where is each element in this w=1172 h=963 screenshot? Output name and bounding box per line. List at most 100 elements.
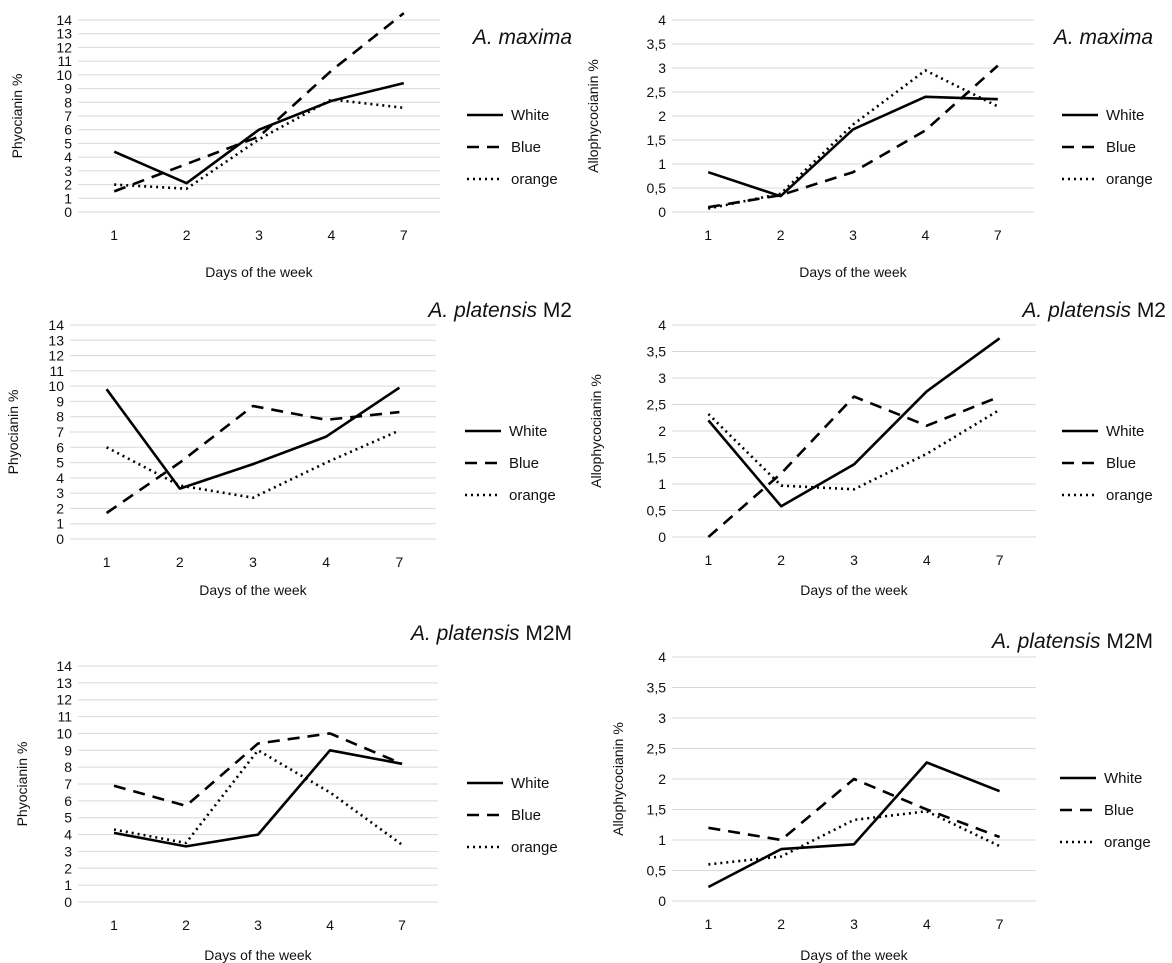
x-axis-label: Days of the week [204, 947, 312, 963]
x-tick-label: 2 [777, 916, 785, 932]
series-line-blue [708, 777, 1001, 842]
x-tick-label: 1 [705, 552, 713, 568]
legend-label-white: White [509, 423, 547, 440]
y-tick-label: 0,5 [647, 503, 667, 519]
legend-label-blue: Blue [511, 807, 541, 824]
y-tick-label: 3 [64, 163, 72, 179]
y-tick-label: 7 [56, 424, 64, 440]
series-line-orange [707, 408, 1001, 491]
y-tick-label: 7 [64, 776, 72, 792]
y-tick-label: 3,5 [647, 36, 667, 52]
chart-title: A. platensis M2M [990, 630, 1153, 653]
series-line-blue [707, 395, 1001, 538]
y-tick-label: 13 [48, 332, 64, 348]
y-tick-label: 9 [64, 742, 72, 758]
y-tick-label: 13 [56, 675, 72, 691]
chart-panel-4: 0 0,5 1 1,5 2 2,5 3 3,5 4 1 2 3 4 7 Days of the week Al… [588, 299, 1166, 598]
y-tick-label: 3 [658, 710, 666, 726]
x-tick-label: 7 [996, 552, 1004, 568]
chart-panel-2: 0 0,5 1 1,5 2 2,5 3 3,5 4 1 2 3 4 7 Days of the week Al… [585, 12, 1153, 280]
y-tick-label: 4 [658, 12, 666, 28]
chart-title-species: A. platensis [409, 622, 520, 645]
legend-label-blue: Blue [1104, 802, 1134, 819]
chart-title-species: A. platensis [1020, 299, 1131, 322]
y-tick-label: 1 [56, 516, 64, 532]
y-axis-label: Allophycocianin % [588, 374, 604, 488]
y-tick-label: 1 [658, 476, 666, 492]
y-axis-label: Phyocianin % [9, 74, 25, 159]
y-tick-label: 8 [56, 409, 64, 425]
x-axis-label: Days of the week [205, 264, 313, 280]
y-tick-label: 3 [64, 843, 72, 859]
y-tick-label: 2 [658, 771, 666, 787]
y-axis-label: Allophycocianin % [585, 59, 601, 173]
chart-panel-6: 0 0,5 1 1,5 2 2,5 3 3,5 4 1 2 3 4 7 Days of the week Al… [610, 630, 1153, 963]
y-tick-label: 5 [64, 810, 72, 826]
series-line-blue [113, 12, 405, 193]
x-tick-label: 1 [705, 916, 713, 932]
y-tick-label: 6 [64, 122, 72, 138]
x-tick-label: 3 [254, 917, 262, 933]
y-tick-label: 9 [64, 81, 72, 97]
x-tick-label: 4 [322, 554, 330, 570]
y-tick-label: 4 [64, 827, 72, 843]
legend-label-white: White [1106, 423, 1144, 440]
y-tick-label: 3,5 [647, 680, 667, 696]
y-tick-label: 2 [64, 177, 72, 193]
chart-title-species: A. maxima [471, 26, 572, 49]
y-tick-label: 10 [56, 725, 72, 741]
legend-label-blue: Blue [1106, 139, 1136, 156]
y-tick-label: 2,5 [647, 84, 667, 100]
y-tick-label: 4 [64, 149, 72, 165]
chart-title: A. maxima [471, 26, 572, 49]
y-axis-label: Phyocianin % [14, 742, 30, 827]
series-line-white [707, 95, 998, 198]
chart-title-strain: M2 [537, 299, 572, 322]
chart-title-strain: M2M [1101, 630, 1154, 653]
y-tick-label: 1 [658, 832, 666, 848]
chart-title-strain: M2 [1131, 299, 1166, 322]
x-tick-label: 3 [850, 552, 858, 568]
series-line-orange [113, 748, 403, 846]
y-tick-label: 4 [56, 470, 64, 486]
y-tick-label: 12 [56, 692, 72, 708]
y-tick-label: 0,5 [647, 180, 667, 196]
y-tick-label: 9 [56, 393, 64, 409]
x-tick-label: 2 [182, 917, 190, 933]
x-tick-label: 2 [777, 552, 785, 568]
series-line-orange [708, 809, 1001, 866]
y-tick-label: 14 [56, 12, 72, 28]
chart-title-species: A. platensis [426, 299, 537, 322]
y-tick-label: 1 [658, 156, 666, 172]
legend-label-white: White [1106, 107, 1144, 124]
x-tick-label: 7 [398, 917, 406, 933]
y-tick-label: 8 [64, 94, 72, 110]
series-line-white [105, 386, 401, 490]
chart-title: A. platensis M2 [1020, 299, 1166, 322]
x-tick-label: 2 [183, 227, 191, 243]
series-line-blue [105, 404, 400, 515]
y-tick-label: 2,5 [647, 397, 667, 413]
legend-label-white: White [511, 775, 549, 792]
y-tick-label: 5 [64, 135, 72, 151]
y-tick-label: 0 [56, 531, 64, 547]
series-line-orange [707, 69, 999, 210]
series-line-blue [113, 732, 403, 808]
chart-title: A. maxima [1052, 26, 1153, 49]
y-tick-label: 1 [64, 190, 72, 206]
legend-label-orange: orange [511, 171, 558, 188]
y-tick-label: 2 [658, 423, 666, 439]
y-tick-label: 0 [64, 204, 72, 220]
y-tick-label: 11 [57, 53, 72, 69]
y-tick-label: 2 [56, 500, 64, 516]
x-tick-label: 4 [922, 227, 930, 243]
series-line-white [707, 337, 1001, 508]
y-tick-label: 3 [658, 370, 666, 386]
x-tick-label: 4 [923, 916, 931, 932]
y-axis-label: Phyocianin % [5, 390, 21, 475]
y-tick-label: 2 [64, 860, 72, 876]
y-tick-label: 0 [658, 529, 666, 545]
x-tick-label: 7 [400, 227, 408, 243]
